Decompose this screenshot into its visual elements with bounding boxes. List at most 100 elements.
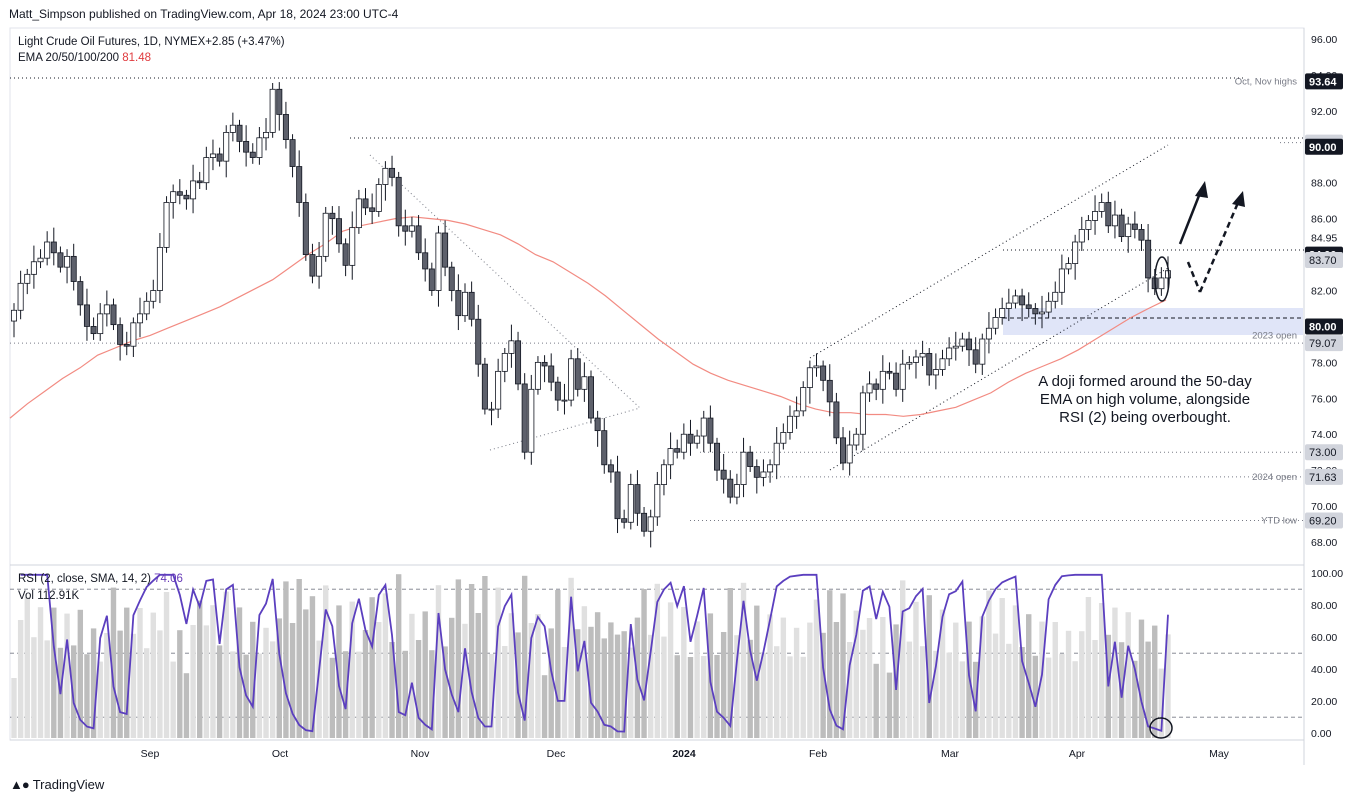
candle: [594, 410, 601, 447]
candle: [939, 349, 946, 376]
volume-bar: [502, 646, 508, 738]
volume-bar: [389, 642, 395, 738]
volume-bar: [793, 627, 800, 738]
volume-bar: [621, 631, 627, 738]
candle: [156, 233, 163, 304]
candle: [110, 298, 117, 331]
candle: [760, 459, 767, 487]
volume-bar: [787, 656, 793, 738]
svg-text:69.20: 69.20: [1309, 515, 1337, 527]
volume-label: Vol: [18, 590, 34, 602]
rsi-label: RSI (2, close, SMA, 14, 2): [18, 573, 151, 585]
candle: [1105, 191, 1112, 234]
volume-bar: [283, 581, 289, 738]
footer-brand[interactable]: ▲● TradingView: [10, 777, 104, 792]
rsi-2-line: [20, 573, 1169, 733]
candle: [654, 471, 661, 526]
svg-text:79.07: 79.07: [1309, 338, 1337, 350]
candle: [302, 193, 309, 261]
candle: [216, 147, 223, 167]
candle: [906, 356, 913, 370]
volume-bar: [117, 630, 123, 738]
volume-bar: [687, 657, 694, 738]
candle: [607, 459, 614, 483]
symbol-title[interactable]: Light Crude Oil Futures, 1D, NYMEX: [18, 36, 206, 48]
rsi-value: 74.06: [154, 573, 183, 585]
level-note: Oct, Nov highs: [1235, 76, 1298, 87]
candle: [243, 125, 250, 167]
ema-legend[interactable]: EMA 20/50/100/200 81.48: [18, 52, 151, 64]
candle: [263, 118, 270, 151]
time-tick-label: Dec: [547, 748, 566, 760]
volume-bar: [475, 613, 481, 738]
dashed-up-arrow-icon: [1232, 191, 1245, 207]
volume-bar: [1045, 657, 1052, 738]
volume-bar: [694, 621, 700, 738]
candle: [137, 297, 144, 338]
volume-bar: [654, 583, 661, 738]
volume-legend[interactable]: Vol 112.91K: [18, 590, 79, 602]
candle: [1125, 216, 1132, 253]
volume-bar: [356, 651, 362, 738]
candle: [369, 193, 376, 225]
volume-bar: [289, 623, 296, 738]
up-arrow-icon: [1195, 181, 1208, 198]
rsi-legend[interactable]: RSI (2, close, SMA, 14, 2) 74.06: [18, 573, 183, 585]
volume-bar: [880, 617, 886, 738]
volume-bar: [1125, 612, 1131, 738]
candle: [203, 146, 210, 190]
volume-bar: [51, 607, 57, 738]
volume-bar: [714, 655, 720, 738]
candle: [1019, 288, 1026, 322]
footer-brand-label: TradingView: [32, 777, 105, 792]
volume-bar: [800, 656, 806, 738]
candle: [57, 246, 64, 273]
volume-bar: [124, 607, 130, 738]
candle: [170, 184, 177, 219]
volume-bar: [614, 634, 621, 738]
volume-bar: [886, 672, 893, 738]
candle: [209, 139, 216, 171]
volume-bar: [681, 607, 687, 738]
volume-bar: [482, 576, 488, 738]
volume-bar: [1085, 597, 1092, 738]
svg-text:83.70: 83.70: [1309, 255, 1337, 267]
volume-bar: [608, 622, 614, 738]
volume-bar: [734, 635, 740, 738]
volume-bar: [853, 610, 859, 738]
candle: [707, 405, 714, 453]
volume-bar: [807, 622, 813, 738]
candle: [534, 356, 541, 395]
candle: [899, 349, 906, 402]
ema-label: EMA 20/50/100/200: [18, 52, 120, 64]
candle: [183, 189, 190, 210]
volume-bar: [833, 622, 840, 738]
candle: [912, 349, 919, 379]
candle: [1078, 216, 1085, 251]
candle: [428, 262, 435, 296]
price-tick-label: 76.00: [1311, 393, 1337, 405]
time-tick-label: Nov: [411, 748, 430, 760]
candle: [979, 333, 986, 375]
candle: [873, 378, 880, 401]
volume-bar: [455, 579, 462, 738]
volume-bar: [740, 582, 747, 738]
ema-50-line: [9, 216, 1167, 419]
volume-bar: [17, 620, 24, 738]
volume-bar: [90, 628, 97, 738]
volume-bar: [44, 640, 50, 738]
time-tick-label: Feb: [809, 748, 827, 760]
candle: [1072, 234, 1079, 280]
volume-bar: [1052, 622, 1058, 738]
candle: [83, 288, 90, 341]
price-tick-label: 68.00: [1311, 537, 1337, 549]
candle: [1025, 292, 1032, 318]
volume-bar: [316, 640, 322, 738]
candle: [541, 355, 548, 383]
candle: [786, 405, 793, 440]
candle: [515, 331, 522, 391]
candle: [402, 209, 409, 246]
volume-bar: [674, 655, 680, 738]
candle: [866, 371, 873, 402]
